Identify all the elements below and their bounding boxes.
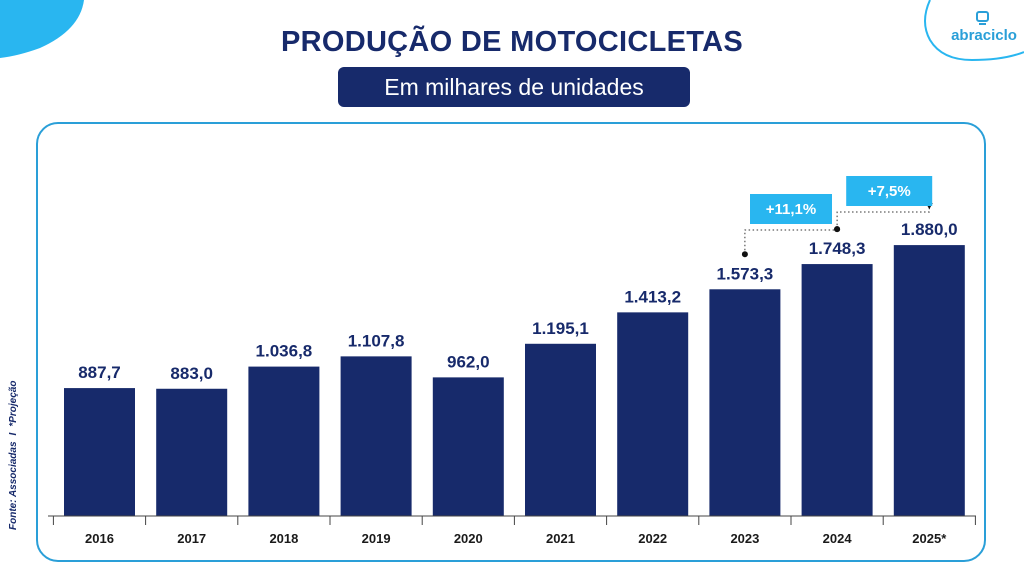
growth-label-2024: +11,1%: [766, 201, 816, 218]
logo-icon: [976, 11, 989, 25]
bar-2019: [340, 356, 412, 516]
source-text: Fonte: Associadas: [8, 441, 19, 530]
bar-2018: [248, 366, 320, 516]
value-label-2021: 1.195,1: [532, 319, 589, 338]
value-label-2019: 1.107,8: [348, 331, 405, 350]
x-tick-2025*: 2025*: [912, 531, 947, 546]
x-tick-2017: 2017: [177, 531, 206, 546]
value-label-2023: 1.573,3: [717, 264, 774, 283]
chart-frame: 887,7 2016 883,0 2017 1.036,8 2018 1.107,8 2019…: [36, 122, 986, 562]
source-note: Fonte: Associadas I *Projeção: [8, 381, 19, 530]
bar-2017: [156, 388, 228, 516]
value-label-2018: 1.036,8: [256, 342, 313, 361]
x-tick-2022: 2022: [638, 531, 667, 546]
page-title: PRODUÇÃO DE MOTOCICLETAS: [280, 26, 744, 58]
value-label-2017: 883,0: [170, 364, 213, 383]
x-tick-2019: 2019: [362, 531, 391, 546]
bar-2016: [64, 388, 135, 516]
corner-decoration: [0, 0, 84, 58]
growth-label-2025*: +7,5%: [868, 183, 911, 200]
abraciclo-logo: abraciclo: [924, 0, 1024, 62]
x-tick-2023: 2023: [730, 531, 759, 546]
chart-subtitle: Em milhares de unidades: [338, 67, 690, 107]
bar-chart: 887,7 2016 883,0 2017 1.036,8 2018 1.107,8 2019…: [48, 176, 976, 546]
x-tick-2018: 2018: [269, 531, 298, 546]
growth-badge-2024: [750, 194, 832, 224]
source-separator: I: [8, 432, 19, 436]
bar-2021: [525, 343, 596, 516]
x-tick-2020: 2020: [454, 531, 483, 546]
bar-2022: [617, 312, 689, 516]
bar-2023: [709, 289, 781, 516]
x-tick-2024: 2024: [823, 531, 853, 546]
growth-start-dot-2024: [834, 226, 841, 233]
value-label-2024: 1.748,3: [809, 239, 866, 258]
value-label-2016: 887,7: [78, 363, 121, 382]
value-label-2022: 1.413,2: [624, 287, 681, 306]
projection-note: *Projeção: [8, 380, 19, 427]
bar-2024: [801, 264, 873, 516]
value-label-2020: 962,0: [447, 352, 490, 371]
bar-2020: [432, 377, 504, 516]
growth-badge-2025*: [846, 176, 933, 206]
logo-text: abraciclo: [951, 27, 1017, 44]
x-tick-2021: 2021: [546, 531, 575, 546]
growth-start-dot-2023: [741, 251, 748, 258]
bar-2025*: [893, 245, 965, 516]
value-label-2025*: 1.880,0: [901, 220, 958, 239]
growth-connector-2024-2025*: [836, 208, 930, 230]
x-tick-2016: 2016: [85, 531, 114, 546]
